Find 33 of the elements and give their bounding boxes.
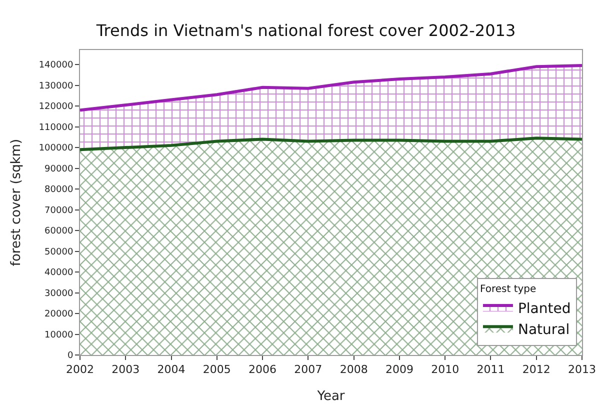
x-tick-label: 2007 [294,363,322,376]
y-tick-label: 50000 [44,247,74,258]
y-axis-title: forest cover (sqkm) [8,138,24,266]
y-tick-label: 140000 [38,60,74,71]
x-tick-label: 2003 [112,363,140,376]
x-tick-label: 2013 [568,363,596,376]
x-tick-label: 2010 [431,363,460,376]
x-tick-label: 2009 [385,363,414,376]
y-tick-label: 40000 [44,268,74,278]
y-tick-label: 100000 [38,144,74,154]
chart-title: Trends in Vietnam's national forest cover 2002-2013 [95,20,516,40]
x-tick-label: 2012 [522,363,550,376]
x-axis-title: Year [316,388,346,404]
x-tick-label: 2004 [157,363,186,376]
y-tick-label: 0 [67,351,74,362]
y-tick-label: 30000 [44,288,74,299]
x-tick-label: 2008 [340,363,368,376]
legend-label: Natural [518,322,570,338]
y-tick-label: 130000 [38,81,74,92]
y-tick-label: 90000 [44,164,74,174]
y-tick-label: 70000 [44,206,74,216]
x-tick-label: 2011 [476,363,505,376]
legend-label: Planted [518,300,571,317]
x-tick-label: 2006 [248,363,277,376]
y-tick-label: 80000 [44,185,74,196]
legend-title: Forest type [480,284,536,295]
y-tick-label: 10000 [44,330,74,340]
y-tick-label: 60000 [44,226,74,237]
y-tick-label: 110000 [38,122,74,133]
y-tick-label: 120000 [38,102,74,112]
y-tick-label: 20000 [44,310,74,320]
x-tick-label: 2002 [66,363,94,376]
x-tick-label: 2005 [202,363,231,376]
